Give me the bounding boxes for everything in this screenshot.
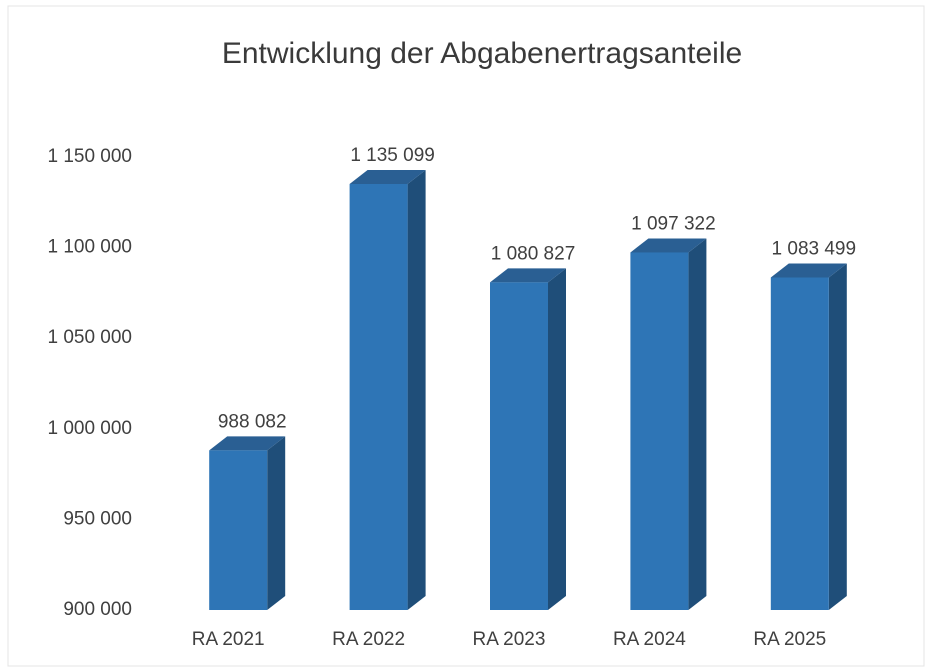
y-tick-label: 900 000 <box>63 599 132 620</box>
bar-front <box>770 277 829 610</box>
bar <box>770 263 847 610</box>
y-tick-label: 1 000 000 <box>47 418 132 439</box>
bar-side <box>407 170 426 610</box>
bar-side <box>688 238 707 611</box>
bar-side <box>548 268 566 610</box>
bar-top <box>770 263 847 278</box>
bar-front <box>630 252 689 611</box>
bar <box>630 238 707 611</box>
y-tick-label: 1 150 000 <box>47 146 132 167</box>
x-tick-label: RA 2025 <box>753 629 826 650</box>
value-label: 1 083 499 <box>772 239 857 260</box>
bar <box>349 170 426 610</box>
x-tick-label: RA 2024 <box>613 629 686 650</box>
y-tick-label: 1 100 000 <box>47 237 132 258</box>
value-label: 988 082 <box>218 411 287 432</box>
bar-top <box>630 238 707 253</box>
value-label: 1 080 827 <box>491 243 576 264</box>
bar-top <box>209 436 286 451</box>
x-tick-label: RA 2022 <box>332 629 405 650</box>
chart-title: Entwicklung der Abgabenertragsanteile <box>222 37 742 70</box>
x-tick-label: RA 2021 <box>192 629 265 650</box>
bar-top <box>349 170 426 185</box>
y-tick-label: 950 000 <box>63 508 132 529</box>
bar-front <box>490 282 548 610</box>
x-tick-label: RA 2023 <box>473 629 546 650</box>
bar-front <box>209 450 268 610</box>
bar-front <box>349 184 408 610</box>
value-label: 1 135 099 <box>350 145 435 166</box>
bar <box>490 268 566 610</box>
value-label: 1 097 322 <box>631 213 716 234</box>
bar-top <box>490 268 566 283</box>
bar-side <box>267 436 286 610</box>
y-tick-label: 1 050 000 <box>47 327 132 348</box>
bar-side <box>828 263 847 610</box>
bar <box>209 436 286 610</box>
